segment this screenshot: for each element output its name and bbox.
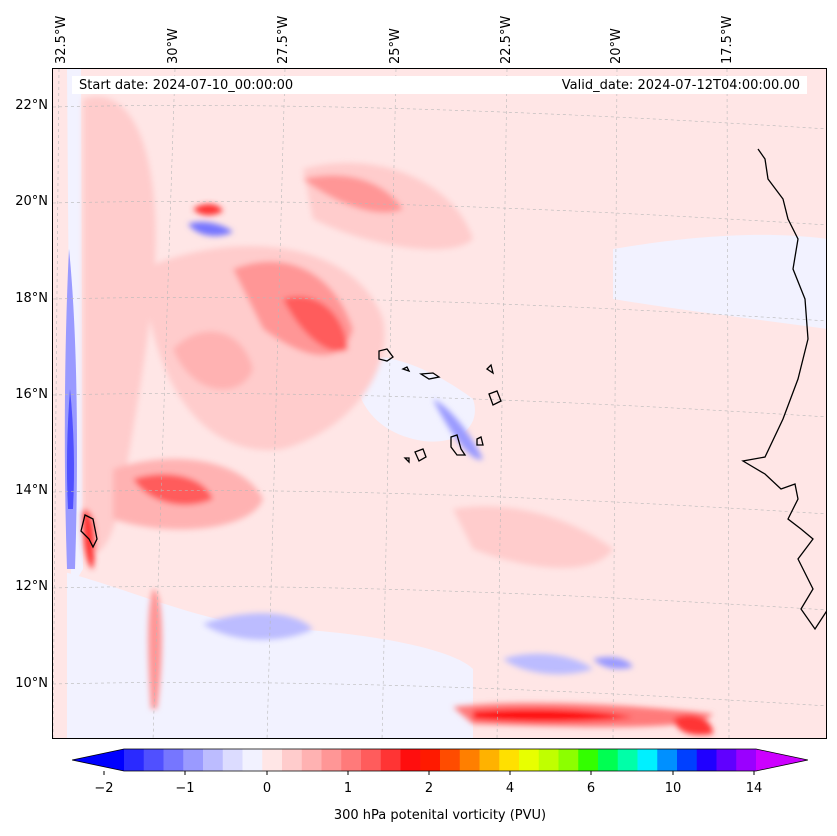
colorbar-extend-high — [756, 749, 808, 771]
colorbar-segment — [124, 749, 145, 771]
pv-low-region — [613, 234, 826, 329]
colorbar-segment — [736, 749, 757, 771]
latitude-label: 22°N — [15, 98, 48, 113]
pv-contour — [303, 175, 403, 213]
longitude-label: 25°W — [388, 28, 403, 64]
pv-contour — [453, 506, 613, 568]
colorbar-segment — [617, 749, 638, 771]
colorbar-segment — [677, 749, 698, 771]
colorbar-segment — [301, 749, 322, 771]
graticule — [53, 69, 826, 738]
colorbar-segment — [400, 749, 421, 771]
longitude-label: 22.5°W — [499, 15, 514, 64]
colorbar-extend-low — [72, 749, 124, 771]
colorbar-segment — [440, 749, 461, 771]
colorbar-segment — [222, 749, 243, 771]
latitude-label: 14°N — [15, 483, 48, 498]
coastline — [80, 148, 826, 631]
colorbar-segment — [578, 749, 599, 771]
latitude-label: 16°N — [15, 387, 48, 402]
colorbar-segment — [519, 749, 540, 771]
colorbar-segment — [657, 749, 678, 771]
latitude-label: 12°N — [15, 579, 48, 594]
colorbar-segment — [696, 749, 717, 771]
colorbar — [72, 748, 808, 775]
pv-contour — [283, 296, 348, 352]
colorbar-tick-label: −2 — [94, 781, 114, 796]
pv-strip — [53, 69, 67, 738]
start-date-text: Start date: 2024-07-10_00:00:00 — [79, 78, 294, 93]
colorbar-segment — [203, 749, 224, 771]
colorbar-segment — [499, 749, 520, 771]
colorbar-segment — [321, 749, 342, 771]
colorbar-tick-label: 10 — [664, 781, 682, 796]
colorbar-segment — [183, 749, 204, 771]
colorbar-tick-label: 6 — [586, 781, 596, 796]
colorbar-segment — [361, 749, 382, 771]
latitude-label: 20°N — [15, 194, 48, 209]
latitude-label: 18°N — [15, 291, 48, 306]
colorbar-tick-label: 14 — [745, 781, 763, 796]
pv-strip — [66, 389, 74, 509]
colorbar-segment — [341, 749, 362, 771]
longitude-label: 30°W — [166, 28, 181, 64]
colorbar-segment — [262, 749, 283, 771]
longitude-label: 32.5°W — [54, 15, 69, 64]
valid-date-text: Valid_date: 2024-07-12T04:00:00.00 — [561, 78, 800, 93]
colorbar-segment — [637, 749, 658, 771]
colorbar-segment — [420, 749, 441, 771]
pv-contour — [593, 656, 633, 669]
colorbar-segment — [380, 749, 401, 771]
pv-contour — [473, 709, 633, 722]
pv-contour — [83, 96, 156, 553]
colorbar-tick-label: −1 — [175, 781, 195, 796]
colorbar-segment — [242, 749, 263, 771]
longitude-label: 20°W — [609, 28, 624, 64]
colorbar-tick-label: 0 — [262, 781, 272, 796]
pv-low-region — [353, 356, 475, 442]
colorbar-segment — [282, 749, 303, 771]
date-banner — [72, 76, 807, 94]
latitude-label: 10°N — [15, 676, 48, 691]
pv-contour — [188, 221, 233, 236]
pv-contour — [503, 653, 593, 675]
colorbar-segment — [598, 749, 619, 771]
pv-contour — [148, 589, 162, 709]
colorbar-segment — [163, 749, 184, 771]
longitude-label: 27.5°W — [276, 15, 291, 64]
colorbar-segment — [479, 749, 500, 771]
colorbar-segment — [459, 749, 480, 771]
pv-contour — [193, 203, 223, 216]
pv-contour — [173, 331, 253, 390]
colorbar-tick-label: 4 — [505, 781, 515, 796]
colorbar-segment — [143, 749, 164, 771]
colorbar-tick-label: 1 — [343, 781, 353, 796]
map-plot-area[interactable] — [52, 68, 827, 739]
colorbar-label: 300 hPa potenital vorticity (PVU) — [333, 808, 547, 823]
pv-contour — [433, 399, 483, 460]
pv-contour — [203, 613, 313, 640]
colorbar-segment — [558, 749, 579, 771]
longitude-label: 17.5°W — [720, 15, 735, 64]
colorbar-segment — [538, 749, 559, 771]
colorbar-outline — [72, 748, 808, 772]
pv-contour — [673, 714, 713, 736]
colorbar-segment — [716, 749, 737, 771]
colorbar-tick-label: 2 — [424, 781, 434, 796]
pv-field — [53, 69, 826, 738]
pv-contour — [133, 474, 213, 505]
